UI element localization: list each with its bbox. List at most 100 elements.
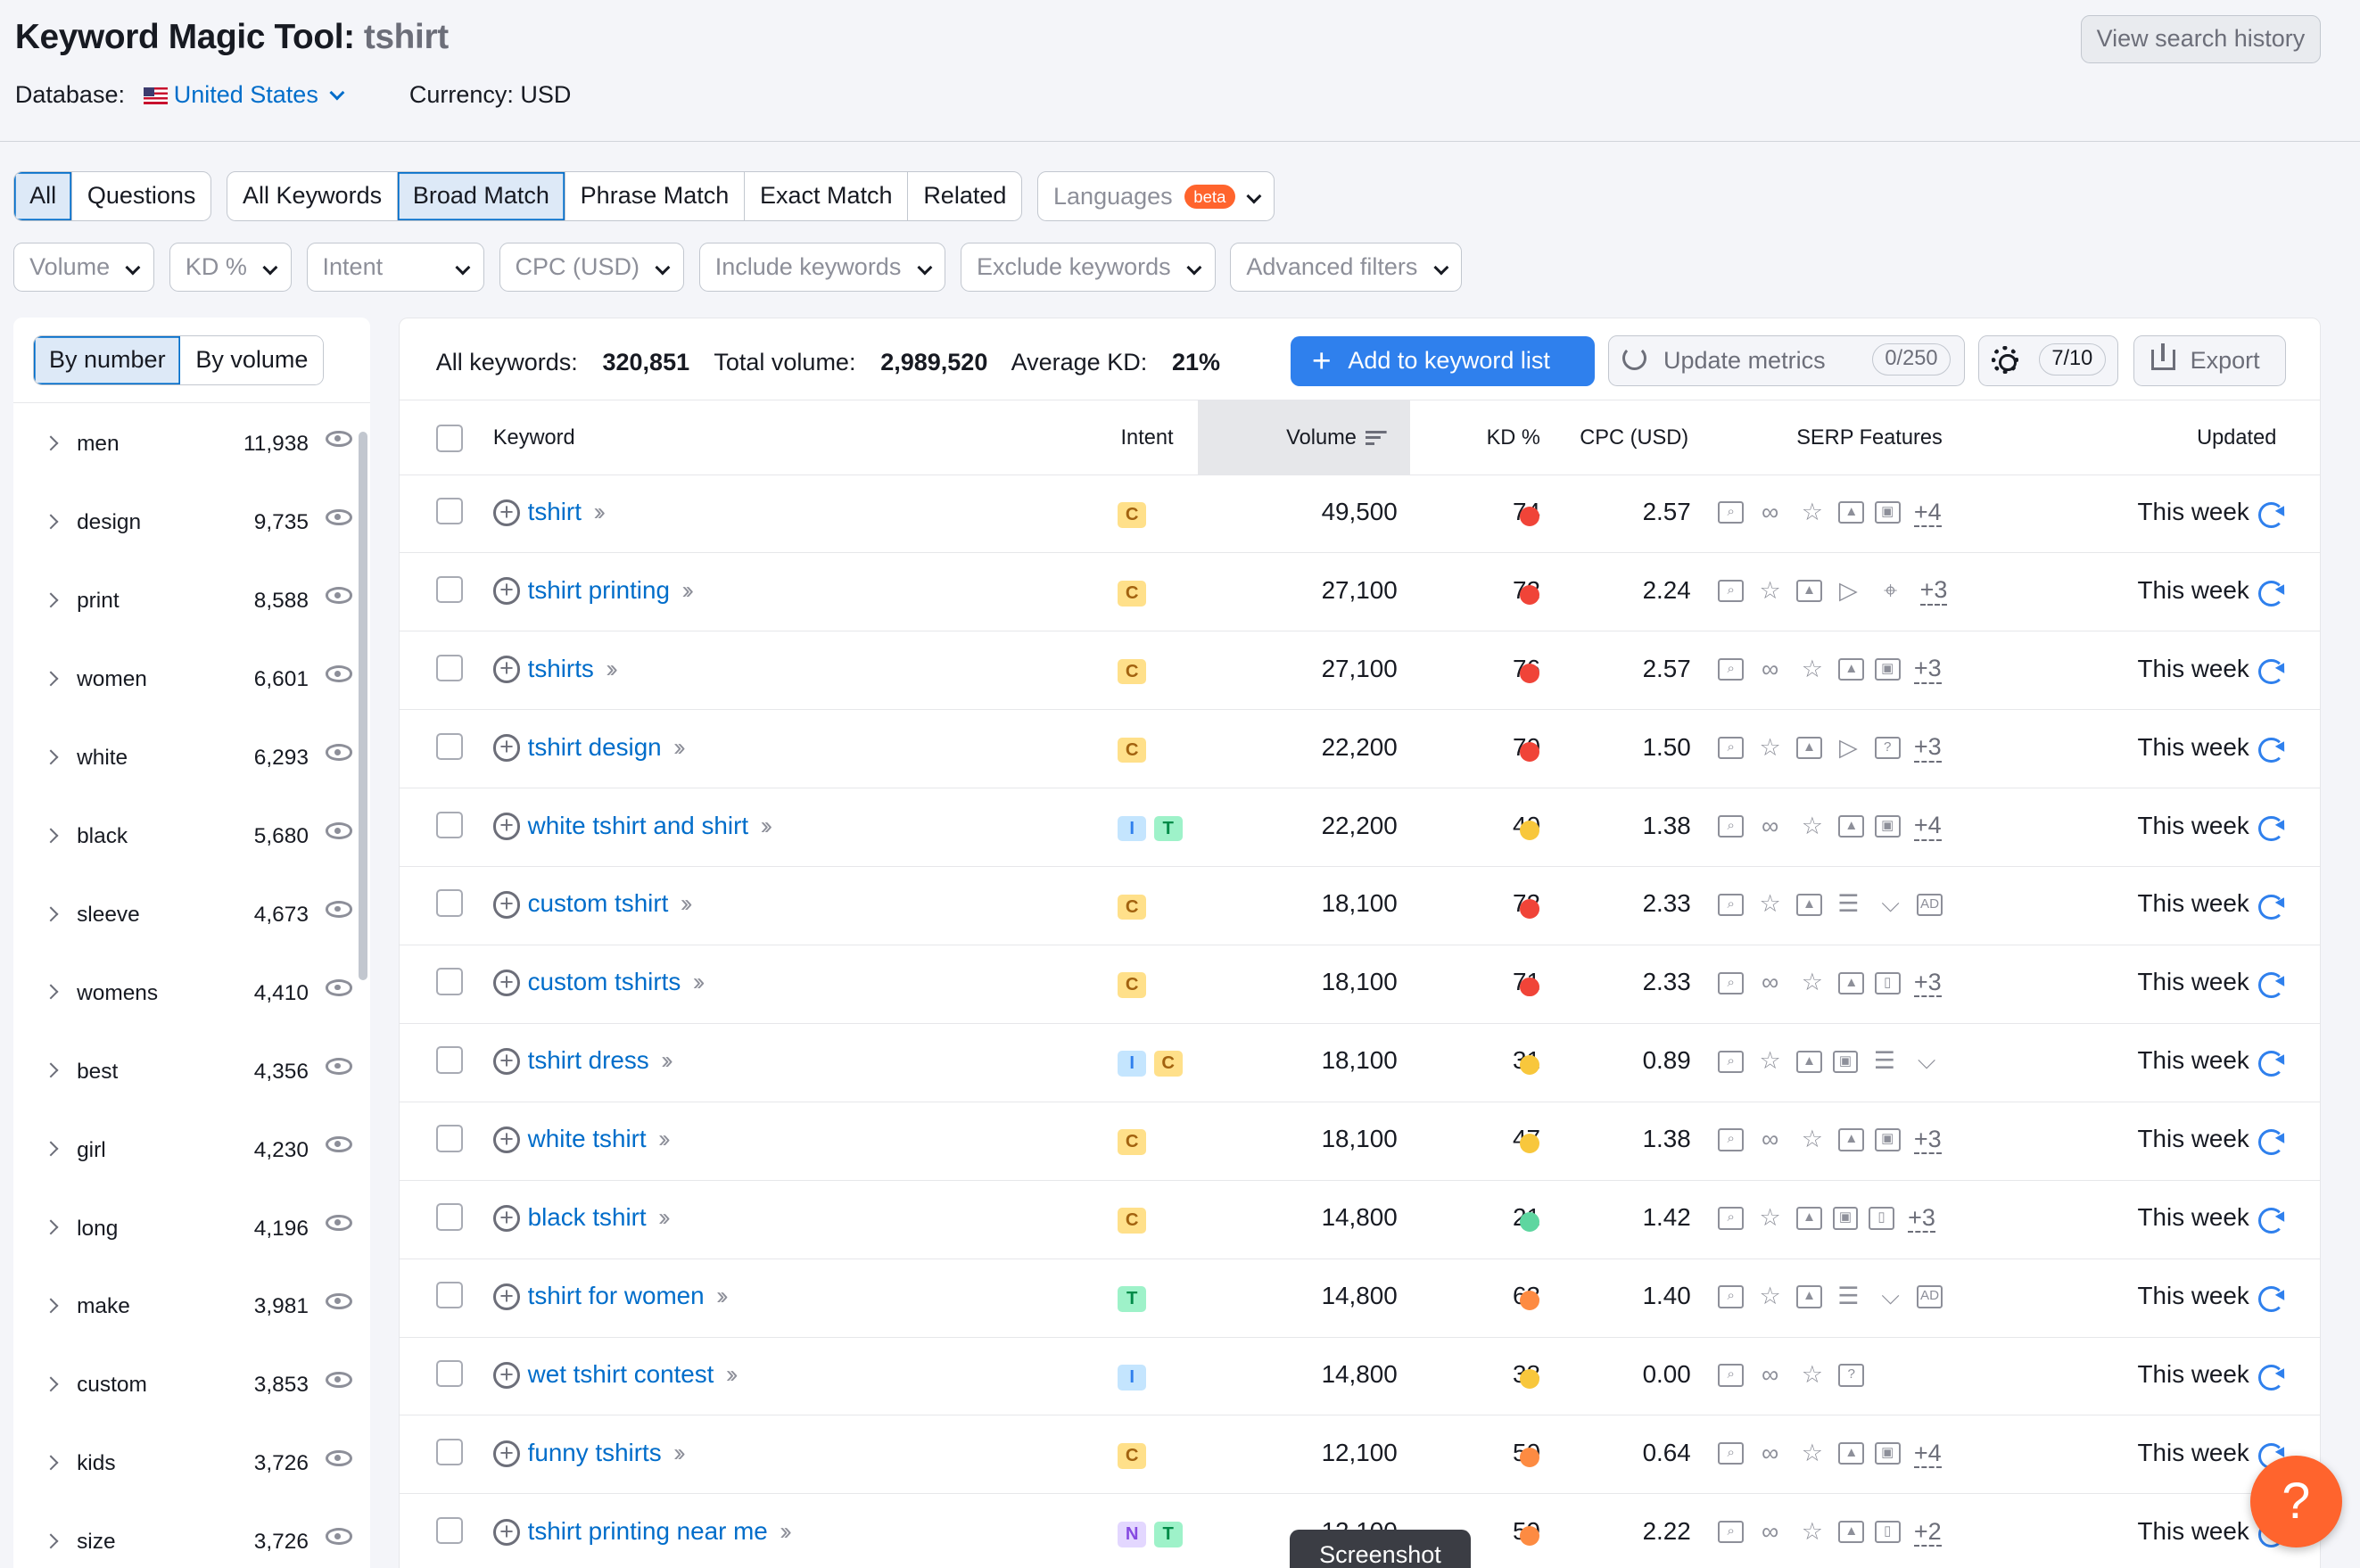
eye-icon[interactable] bbox=[325, 822, 352, 839]
list-icon[interactable]: ☰ bbox=[1837, 890, 1860, 918]
keyword-link[interactable]: tshirt for women ›› bbox=[528, 1282, 729, 1310]
double-chevron-icon[interactable]: ›› bbox=[680, 889, 692, 918]
sidebar-item-best[interactable]: best 4,356 bbox=[13, 1041, 359, 1119]
add-keyword-icon[interactable]: + bbox=[492, 734, 521, 762]
gallery-icon[interactable]: ▣ bbox=[1832, 1207, 1859, 1230]
image-icon[interactable]: ▲ bbox=[1796, 736, 1822, 760]
tab-all[interactable]: All bbox=[14, 172, 72, 221]
more-serp-features[interactable]: +4 bbox=[1913, 499, 1942, 527]
view-search-history-button[interactable]: View search history bbox=[2080, 14, 2322, 63]
faq-icon[interactable]: ? bbox=[1838, 1364, 1865, 1387]
row-checkbox[interactable] bbox=[435, 1282, 464, 1309]
location-icon[interactable]: ⌖ bbox=[1884, 576, 1898, 604]
search-icon[interactable]: ⌕ bbox=[1718, 657, 1745, 681]
eye-icon[interactable] bbox=[325, 1449, 352, 1467]
refresh-icon[interactable] bbox=[2257, 658, 2284, 685]
star-icon[interactable]: ☆ bbox=[1759, 1047, 1781, 1075]
star-icon[interactable]: ☆ bbox=[1801, 498, 1824, 525]
double-chevron-icon[interactable]: ›› bbox=[606, 654, 617, 682]
database-selector[interactable]: United States bbox=[137, 81, 345, 108]
refresh-icon[interactable] bbox=[2257, 1129, 2284, 1155]
row-checkbox[interactable] bbox=[435, 654, 464, 682]
chevron-right-icon[interactable] bbox=[43, 828, 58, 843]
keyword-link[interactable]: tshirt ›› bbox=[528, 497, 606, 526]
by-number-button[interactable]: By number bbox=[34, 336, 181, 384]
star-icon[interactable]: ☆ bbox=[1759, 733, 1781, 761]
tab-exact-match[interactable]: Exact Match bbox=[745, 172, 909, 221]
row-checkbox[interactable] bbox=[435, 732, 464, 760]
column-updated[interactable]: Updated bbox=[2197, 425, 2277, 450]
row-checkbox[interactable] bbox=[435, 1203, 464, 1231]
add-keyword-icon[interactable]: + bbox=[492, 577, 521, 605]
star-icon[interactable]: ☆ bbox=[1759, 576, 1781, 604]
keyword-link[interactable]: wet tshirt contest ›› bbox=[528, 1360, 739, 1389]
list-icon[interactable]: ☰ bbox=[1873, 1047, 1896, 1075]
add-keyword-icon[interactable]: + bbox=[492, 891, 521, 919]
tab-all-keywords[interactable]: All Keywords bbox=[227, 172, 398, 221]
star-icon[interactable]: ☆ bbox=[1801, 969, 1824, 996]
ad-icon[interactable]: AD bbox=[1917, 893, 1943, 916]
eye-icon[interactable] bbox=[325, 1528, 352, 1546]
more-serp-features[interactable]: +3 bbox=[1913, 655, 1942, 684]
chevron-right-icon[interactable] bbox=[43, 435, 58, 451]
export-button[interactable]: Export bbox=[2133, 334, 2286, 386]
intent-filter[interactable]: Intent bbox=[306, 242, 484, 293]
gallery-icon[interactable]: ▣ bbox=[1874, 657, 1901, 681]
eye-icon[interactable] bbox=[325, 744, 352, 761]
gallery-icon[interactable]: ▣ bbox=[1874, 814, 1901, 838]
keyword-link[interactable]: black tshirt ›› bbox=[528, 1203, 671, 1232]
gallery-icon[interactable]: ▣ bbox=[1874, 1442, 1901, 1465]
more-serp-features[interactable]: +3 bbox=[1913, 1126, 1942, 1155]
search-icon[interactable]: ⌕ bbox=[1718, 501, 1745, 524]
double-chevron-icon[interactable]: ›› bbox=[692, 968, 705, 996]
image-icon[interactable]: ▲ bbox=[1838, 501, 1865, 524]
row-checkbox[interactable] bbox=[435, 1359, 464, 1388]
double-chevron-icon[interactable]: ›› bbox=[760, 811, 772, 839]
cart-icon[interactable]: ⌵ bbox=[1881, 1283, 1900, 1310]
link-icon[interactable]: ∞ bbox=[1762, 1439, 1779, 1466]
gallery-icon[interactable]: ▣ bbox=[1832, 1050, 1859, 1073]
search-icon[interactable]: ⌕ bbox=[1718, 814, 1745, 838]
star-icon[interactable]: ☆ bbox=[1759, 1283, 1781, 1310]
link-icon[interactable]: ∞ bbox=[1762, 1360, 1779, 1388]
refresh-icon[interactable] bbox=[2257, 737, 2284, 763]
languages-dropdown[interactable]: Languages beta bbox=[1037, 171, 1275, 222]
double-chevron-icon[interactable]: ›› bbox=[780, 1516, 791, 1545]
keyword-link[interactable]: white tshirt ›› bbox=[528, 1125, 671, 1153]
eye-icon[interactable] bbox=[325, 1135, 352, 1153]
sidebar-item-make[interactable]: make 3,981 bbox=[13, 1276, 359, 1355]
star-icon[interactable]: ☆ bbox=[1801, 1126, 1824, 1153]
column-cpc[interactable]: CPC (USD) bbox=[1580, 425, 1689, 450]
sidebar-item-size[interactable]: size 3,726 bbox=[13, 1512, 359, 1568]
volume-filter[interactable]: Volume bbox=[13, 242, 155, 293]
chevron-right-icon[interactable] bbox=[43, 514, 58, 530]
double-chevron-icon[interactable]: ›› bbox=[593, 497, 605, 525]
eye-icon[interactable] bbox=[325, 979, 352, 996]
refresh-icon[interactable] bbox=[2257, 1051, 2284, 1077]
more-serp-features[interactable]: +4 bbox=[1913, 1440, 1942, 1468]
eye-icon[interactable] bbox=[325, 1214, 352, 1232]
chevron-right-icon[interactable] bbox=[43, 1219, 58, 1235]
add-keyword-icon[interactable]: + bbox=[492, 1518, 521, 1546]
chevron-right-icon[interactable] bbox=[43, 749, 58, 764]
gallery-icon[interactable]: ▣ bbox=[1874, 501, 1901, 524]
sidebar-item-kids[interactable]: kids 3,726 bbox=[13, 1433, 359, 1512]
double-chevron-icon[interactable]: ›› bbox=[681, 575, 693, 604]
faq-icon[interactable]: ? bbox=[1874, 736, 1901, 760]
sidebar-item-men[interactable]: men 11,938 bbox=[13, 414, 359, 492]
column-keyword[interactable]: Keyword bbox=[492, 425, 575, 450]
eye-icon[interactable] bbox=[325, 901, 352, 918]
image-icon[interactable]: ▲ bbox=[1796, 893, 1822, 916]
sidebar-item-print[interactable]: print 8,588 bbox=[13, 571, 359, 649]
double-chevron-icon[interactable]: ›› bbox=[661, 1046, 673, 1075]
search-icon[interactable]: ⌕ bbox=[1718, 1207, 1745, 1230]
search-icon[interactable]: ⌕ bbox=[1718, 971, 1745, 994]
add-keyword-icon[interactable]: + bbox=[492, 970, 521, 997]
image-icon[interactable]: ▲ bbox=[1796, 1050, 1822, 1073]
list-icon[interactable]: ☰ bbox=[1837, 1283, 1860, 1310]
search-icon[interactable]: ⌕ bbox=[1718, 1364, 1745, 1387]
refresh-icon[interactable] bbox=[2257, 1365, 2284, 1391]
refresh-icon[interactable] bbox=[2257, 1286, 2284, 1312]
double-chevron-icon[interactable]: ›› bbox=[673, 732, 685, 761]
sidebar-item-girl[interactable]: girl 4,230 bbox=[13, 1119, 359, 1198]
